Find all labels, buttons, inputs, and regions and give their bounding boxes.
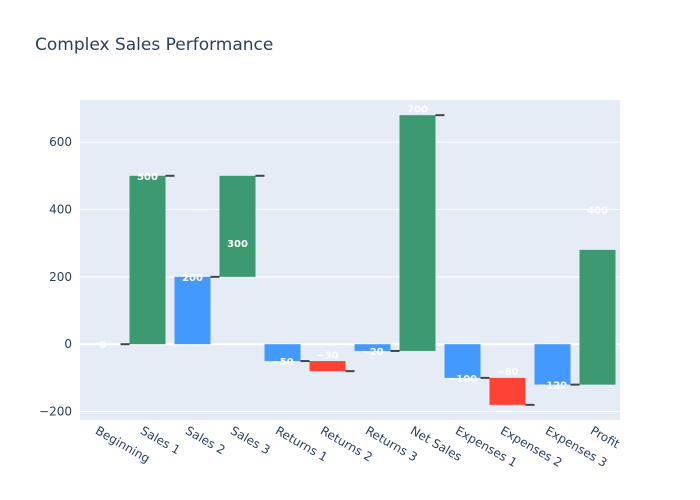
data-label: 400: [587, 205, 608, 216]
bar-expenses-1: [444, 344, 481, 378]
chart-title: Complex Sales Performance: [35, 35, 273, 55]
bar-expenses-2: [489, 377, 526, 405]
bar-profit: [579, 249, 616, 385]
data-label: −30: [316, 350, 338, 361]
bars: [129, 115, 616, 405]
bar-returns-1: [264, 344, 301, 362]
data-labels: 0 500 200 300 −50 −30 −20 700 −100 −80 −120 400: [99, 104, 608, 391]
bar-returns-2: [309, 361, 346, 372]
bar-net-sales: [399, 115, 436, 351]
gridlines: [80, 141, 620, 413]
plot-area: [80, 100, 620, 420]
data-label: −80: [496, 367, 518, 378]
x-tick-label: Profit: [588, 423, 622, 451]
data-label: −120: [538, 381, 567, 392]
y-tick-label: 400: [49, 202, 72, 216]
bar-sales-1: [129, 175, 166, 345]
y-tick-label: 600: [49, 135, 72, 149]
x-tick-label: Sales 2: [183, 423, 228, 457]
bar-returns-3: [354, 344, 391, 351]
data-label: 200: [182, 273, 203, 284]
bar-expenses-3: [534, 344, 571, 385]
data-label: −100: [448, 374, 477, 385]
y-axis-ticks: −200 0 200 400 600: [39, 135, 72, 418]
data-label: 700: [407, 104, 428, 115]
data-label: 300: [227, 239, 248, 250]
data-label: 0: [99, 340, 106, 351]
x-tick-label: Sales 3: [228, 423, 273, 457]
data-label: −20: [361, 347, 383, 358]
y-tick-label: −200: [39, 405, 72, 419]
data-label: 500: [137, 172, 158, 183]
bar-sales-3: [219, 175, 256, 277]
connectors: [120, 114, 580, 406]
data-label: −50: [271, 357, 293, 368]
y-tick-label: 200: [49, 270, 72, 284]
y-tick-label: 0: [64, 337, 72, 351]
bar-sales-2: [174, 276, 211, 345]
